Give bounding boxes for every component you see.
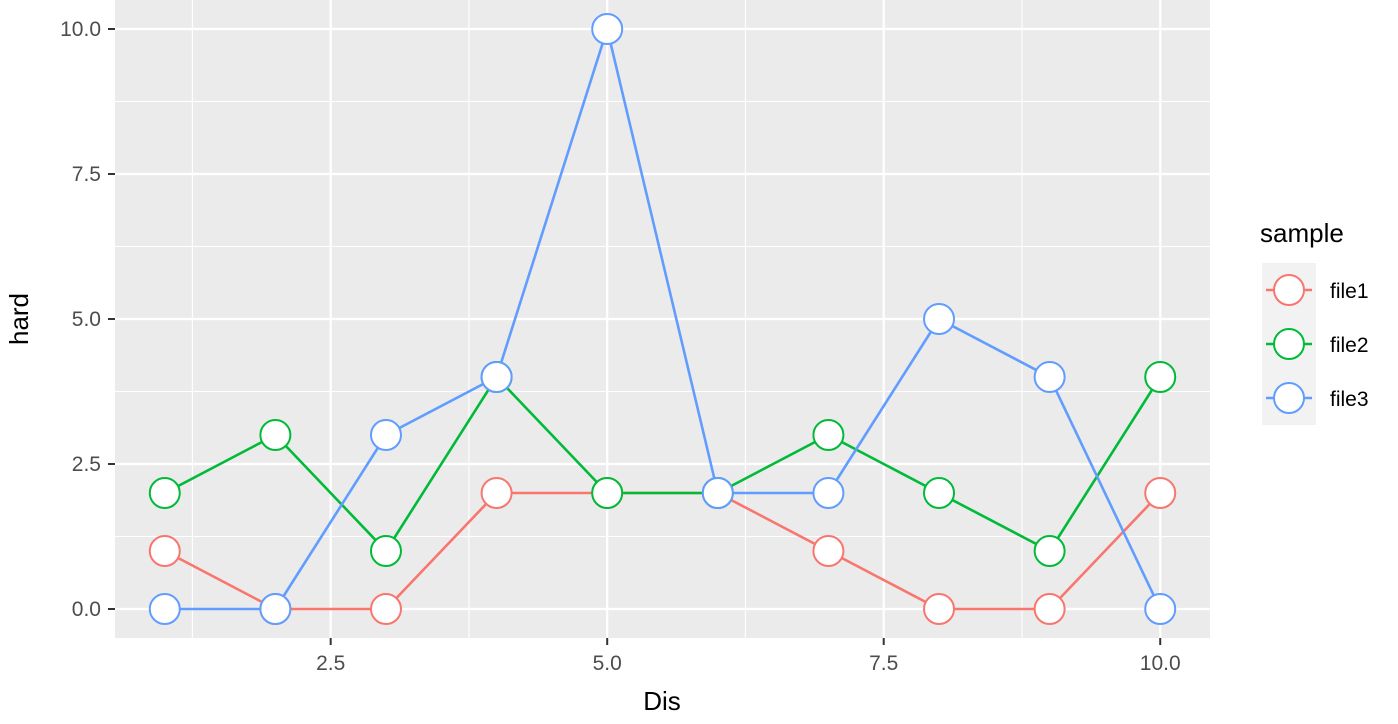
data-point-file2 <box>1033 535 1066 567</box>
x-axis-tick-labels: 2.5 5.0 7.5 10.0 <box>316 652 1181 675</box>
series-points <box>148 13 1177 625</box>
legend-item-file3: file3 <box>1262 371 1369 425</box>
axis-ticks <box>108 28 1162 645</box>
data-point-file2 <box>259 419 292 451</box>
data-point-file2 <box>812 419 845 451</box>
data-point-file3 <box>259 593 292 625</box>
data-point-file1 <box>812 535 845 567</box>
legend-key-point <box>1273 382 1305 414</box>
data-point-file3 <box>591 13 624 45</box>
y-tick-label: 7.5 <box>72 163 101 186</box>
data-point-file3 <box>1144 593 1177 625</box>
legend-key-point <box>1273 274 1305 306</box>
legend: sample file1 file2 file3 <box>1260 218 1369 425</box>
legend-items: file1 file2 file3 <box>1262 263 1369 425</box>
series-lines <box>164 27 1162 611</box>
data-point-file1 <box>923 593 956 625</box>
data-point-file1 <box>480 477 513 509</box>
legend-title: sample <box>1260 218 1344 248</box>
data-point-file2 <box>369 535 402 567</box>
x-axis-title: Dis <box>643 686 681 716</box>
legend-label: file3 <box>1330 388 1369 411</box>
legend-item-file2: file2 <box>1262 317 1369 371</box>
data-point-file1 <box>148 535 181 567</box>
legend-label: file2 <box>1330 334 1369 357</box>
legend-label: file1 <box>1330 280 1369 303</box>
data-point-file3 <box>480 361 513 393</box>
y-tick-label: 10.0 <box>60 18 101 41</box>
data-point-file2 <box>148 477 181 509</box>
data-point-file3 <box>148 593 181 625</box>
series-line-file2 <box>164 375 1162 553</box>
y-tick-label: 0.0 <box>72 598 101 621</box>
data-point-file3 <box>701 477 734 509</box>
y-tick-label: 5.0 <box>72 308 101 331</box>
x-tick-label: 10.0 <box>1140 652 1181 675</box>
legend-key-point <box>1273 328 1305 360</box>
y-axis-tick-labels: 0.0 2.5 5.0 7.5 10.0 <box>60 18 101 621</box>
legend-item-file1: file1 <box>1262 263 1369 317</box>
series-line-file3 <box>164 27 1162 611</box>
series-layer <box>148 13 1177 625</box>
data-point-file1 <box>1033 593 1066 625</box>
y-tick-label: 2.5 <box>72 453 101 476</box>
data-point-file2 <box>923 477 956 509</box>
x-tick-label: 7.5 <box>869 652 898 675</box>
data-point-file3 <box>1033 361 1066 393</box>
data-point-file3 <box>812 477 845 509</box>
x-tick-label: 5.0 <box>593 652 622 675</box>
x-tick-label: 2.5 <box>316 652 345 675</box>
data-point-file3 <box>923 303 956 335</box>
data-point-file2 <box>1144 361 1177 393</box>
data-point-file3 <box>369 419 402 451</box>
data-point-file2 <box>591 477 624 509</box>
data-point-file1 <box>369 593 402 625</box>
data-point-file1 <box>1144 477 1177 509</box>
y-axis-title: hard <box>4 293 34 345</box>
major-grid <box>115 0 1210 638</box>
